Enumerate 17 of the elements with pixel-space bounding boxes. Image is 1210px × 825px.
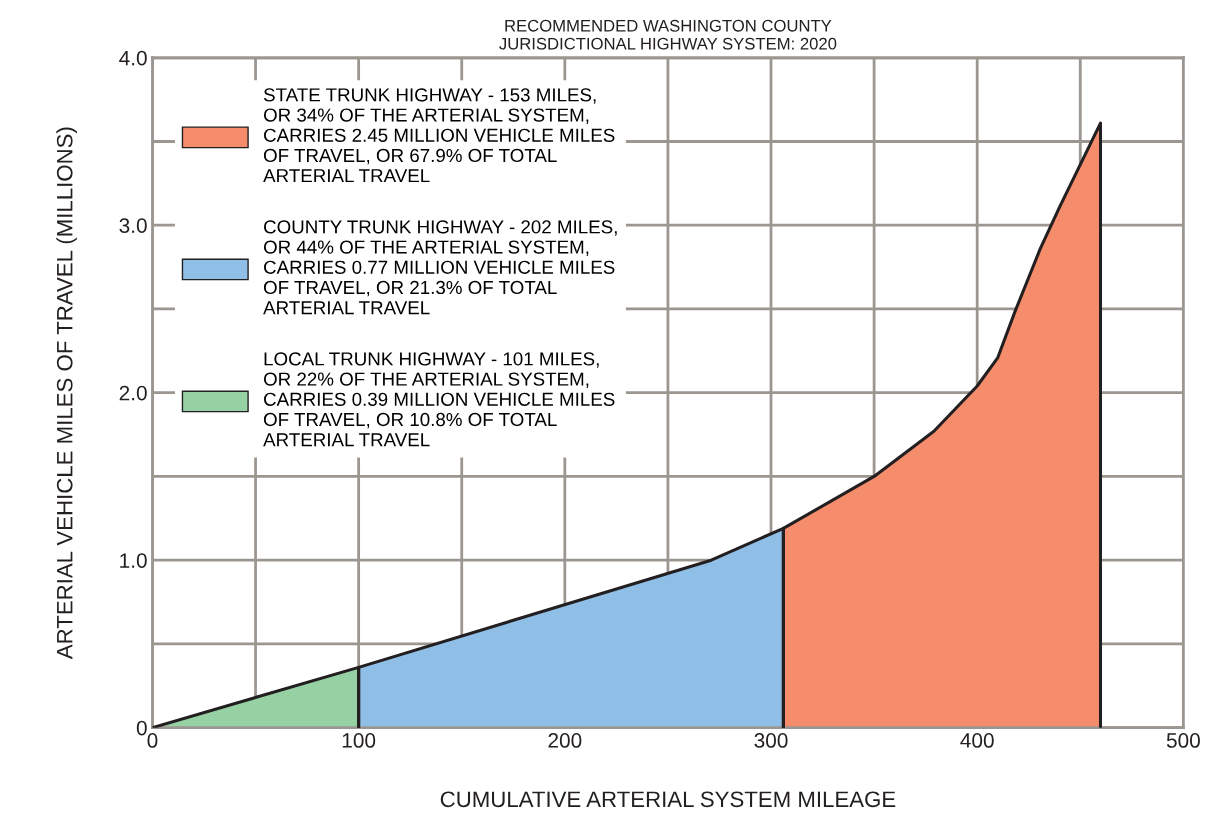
y-tick-label: 4.0 [119,50,147,66]
legend-label: COUNTY TRUNK HIGHWAY - 202 MILES, OR 44% OF THE ARTERIAL SYSTEM, CARRIES 0.77 MILLION VEHICLE MILES OF TRAVEL, OR 21.3% OF TOTAL ARTERIAL TRAVEL [263,220,617,315]
chart-title: RECOMMENDED WASHINGTON COUNTY JURISDICTIONAL HIGHWAY SYSTEM: 2020 [499,19,837,50]
x-tick-label: 300 [754,733,788,748]
legend-label: LOCAL TRUNK HIGHWAY - 101 MILES, OR 22% OF THE ARTERIAL SYSTEM, CARRIES 0.39 MILLION VEHICLE MILES OF TRAVEL, OR 10.8% OF TOTAL ARTERIAL TRAVEL [263,352,615,447]
y-tick-label: 3.0 [119,218,147,233]
legend-label: STATE TRUNK HIGHWAY - 153 MILES, OR 34% OF THE ARTERIAL SYSTEM, CARRIES 2.45 MILLION VEHICLE MILES OF TRAVEL, OR 67.9% OF TOTAL ARTERIAL TRAVEL [263,88,615,183]
y-axis-title: ARTERIAL VEHICLE MILES OF TRAVEL (MILLIONS) [56,127,77,660]
x-tick-label: 400 [960,733,994,748]
y-tick-label: 0 [136,720,147,736]
y-tick-label: 1.0 [120,553,147,568]
y-tick-label: 2.0 [119,385,147,401]
x-tick-label: 200 [548,733,582,748]
x-tick-label: 0 [147,733,158,748]
x-tick-label: 500 [1166,733,1200,748]
x-axis-title: CUMULATIVE ARTERIAL SYSTEM MILEAGE [440,791,896,808]
x-tick-label: 100 [342,733,376,748]
